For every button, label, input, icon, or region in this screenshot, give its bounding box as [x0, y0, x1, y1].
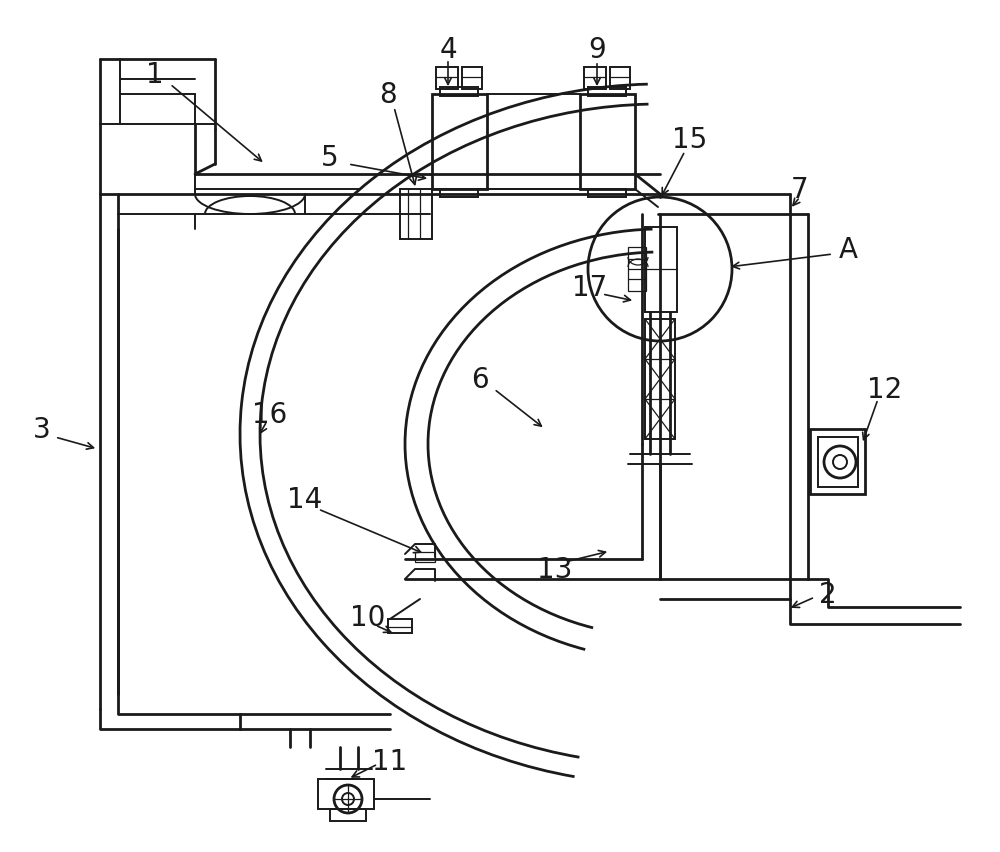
Text: 9: 9 — [588, 36, 606, 64]
Bar — [810, 429, 865, 494]
Text: A: A — [838, 236, 858, 263]
Text: 7: 7 — [791, 176, 809, 204]
Bar — [628, 248, 646, 291]
Bar — [440, 190, 478, 198]
Bar — [588, 88, 626, 97]
Text: 1: 1 — [146, 61, 164, 89]
Text: 10: 10 — [350, 603, 386, 631]
Bar — [436, 68, 458, 90]
Text: 12: 12 — [867, 376, 903, 404]
Text: 11: 11 — [372, 747, 408, 775]
Bar — [388, 619, 412, 633]
Text: 8: 8 — [379, 81, 397, 109]
Text: 2: 2 — [819, 580, 837, 608]
Text: 5: 5 — [321, 144, 339, 172]
Text: 3: 3 — [33, 416, 51, 444]
Text: 4: 4 — [439, 36, 457, 64]
Bar — [645, 227, 677, 313]
Bar — [610, 68, 630, 90]
Bar — [330, 809, 366, 821]
Bar — [440, 88, 478, 97]
Bar — [818, 437, 858, 487]
Bar — [645, 320, 675, 440]
Text: 15: 15 — [672, 126, 708, 154]
Bar — [580, 95, 635, 190]
Text: 13: 13 — [537, 556, 573, 584]
Text: 14: 14 — [287, 486, 323, 514]
Bar — [588, 190, 626, 198]
Bar — [432, 95, 487, 190]
Bar — [584, 68, 606, 90]
Text: 17: 17 — [572, 273, 608, 302]
Bar — [415, 552, 435, 562]
Bar — [318, 779, 374, 809]
Text: 6: 6 — [471, 366, 489, 394]
Bar — [400, 190, 432, 239]
Text: 16: 16 — [252, 400, 288, 429]
Bar — [462, 68, 482, 90]
